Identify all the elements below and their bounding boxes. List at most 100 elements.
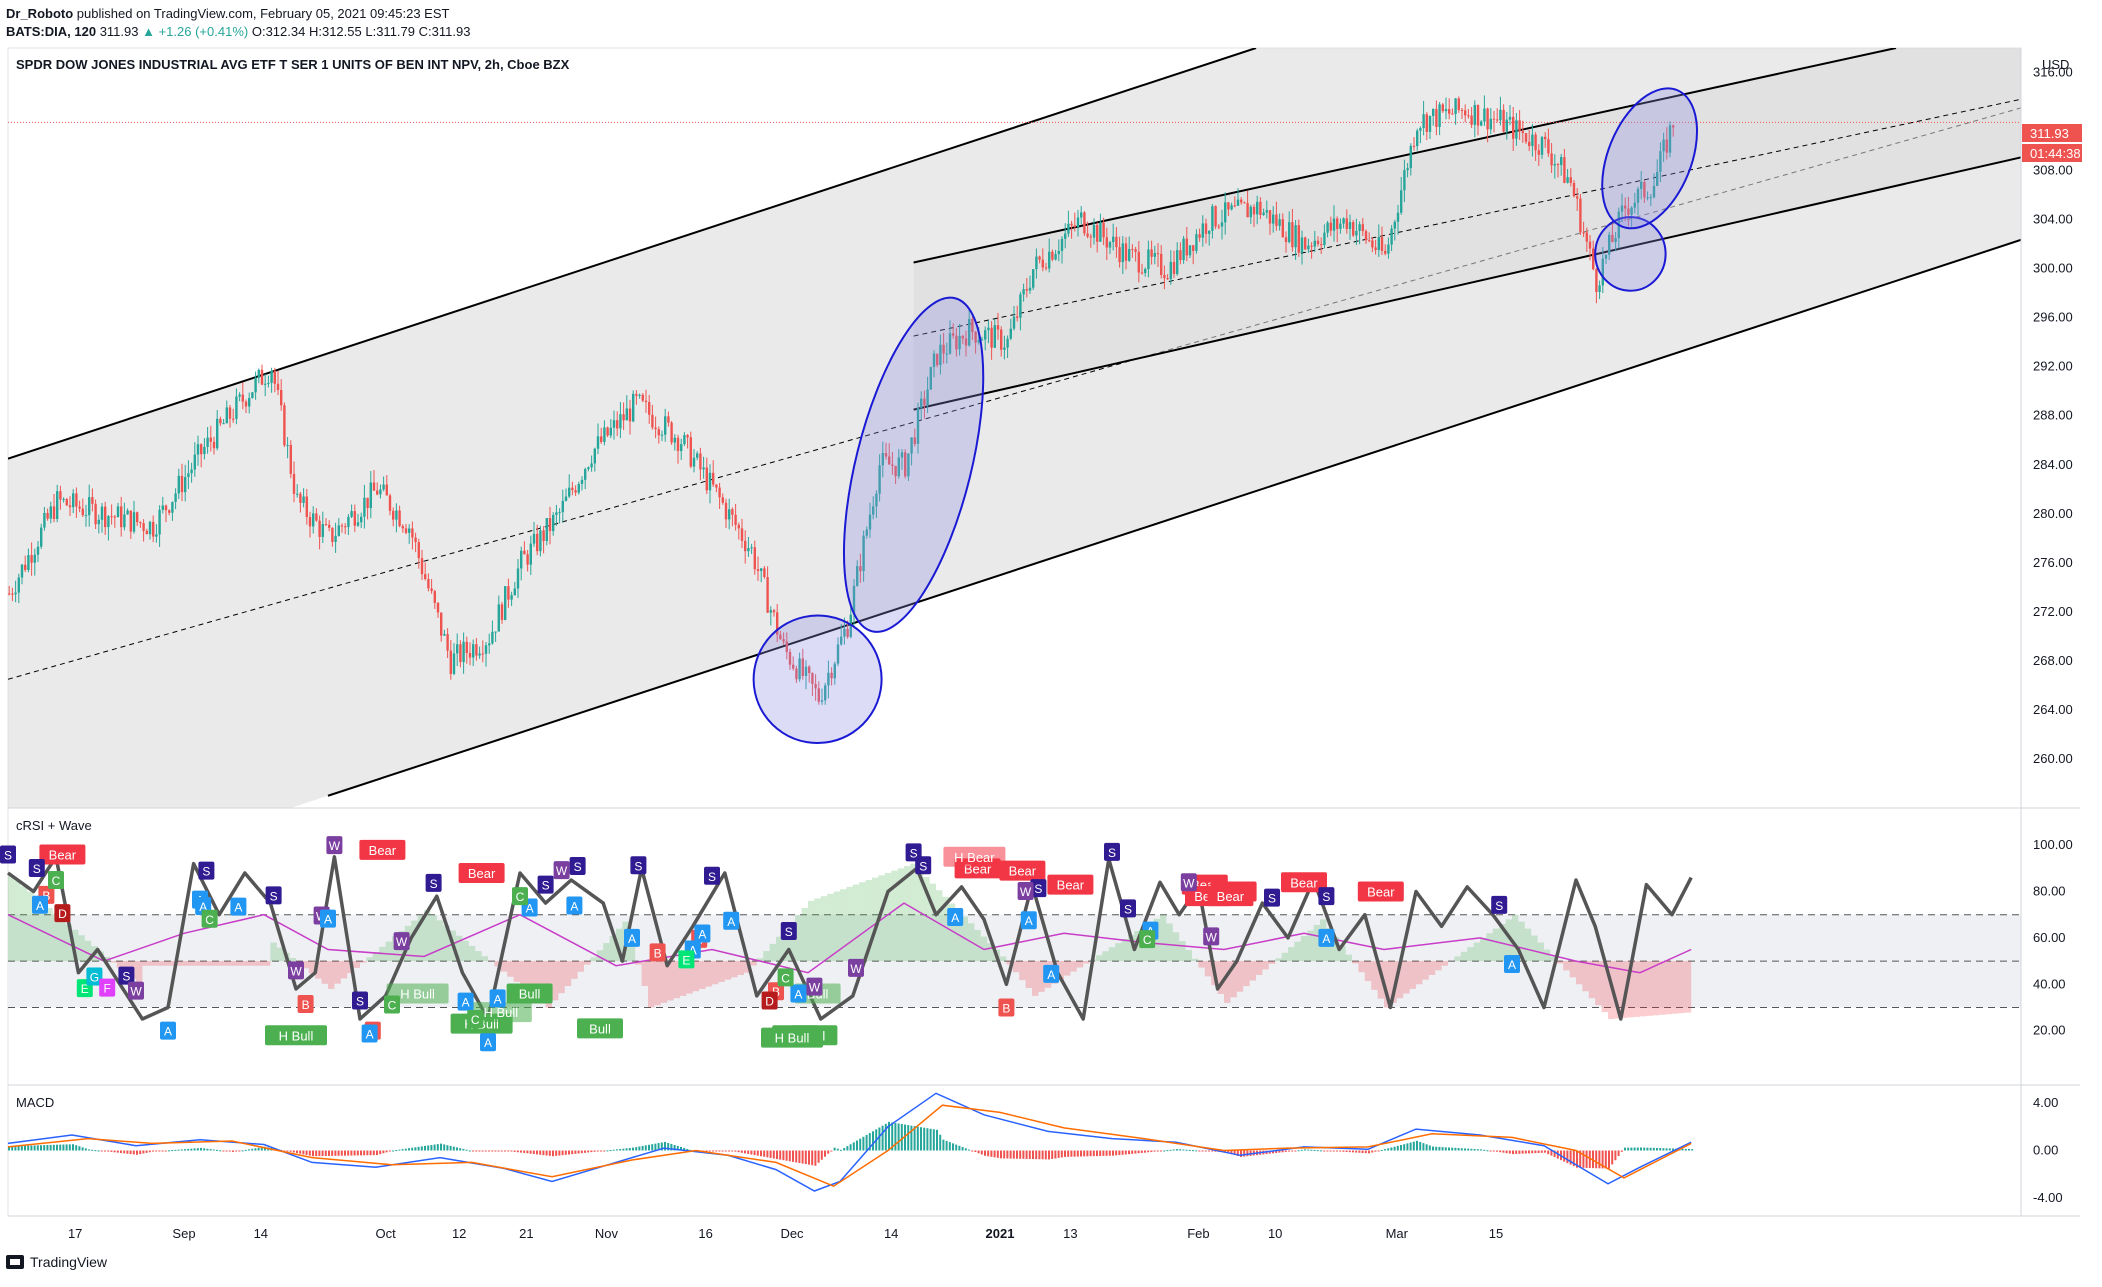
candle-body[interactable] bbox=[1342, 218, 1345, 224]
signal-marker-a[interactable]: A bbox=[566, 896, 583, 915]
candle-body[interactable] bbox=[1502, 109, 1505, 132]
candle-body[interactable] bbox=[1080, 212, 1083, 218]
candle-body[interactable] bbox=[1515, 120, 1518, 139]
candle-body[interactable] bbox=[52, 506, 56, 520]
candle-body[interactable] bbox=[1217, 226, 1220, 228]
candle-body[interactable] bbox=[1000, 329, 1003, 350]
candle-body[interactable] bbox=[1422, 114, 1425, 129]
candle-body[interactable] bbox=[1467, 115, 1470, 117]
candle-body[interactable] bbox=[584, 469, 587, 480]
signal-marker-s[interactable]: S bbox=[28, 859, 45, 878]
candle-body[interactable] bbox=[1057, 250, 1060, 255]
candle-body[interactable] bbox=[1227, 202, 1230, 210]
outer-channel-lower[interactable] bbox=[327, 171, 2102, 797]
candle-body[interactable] bbox=[1313, 240, 1316, 247]
signal-marker-a[interactable]: A bbox=[947, 908, 964, 927]
candle-body[interactable] bbox=[1064, 233, 1067, 239]
candle-body[interactable] bbox=[760, 568, 763, 572]
candle-body[interactable] bbox=[1614, 238, 1617, 242]
signal-marker-a[interactable]: A bbox=[230, 897, 247, 916]
candle-body[interactable] bbox=[536, 533, 539, 552]
candle-body[interactable] bbox=[468, 653, 472, 658]
candle-body[interactable] bbox=[1531, 134, 1534, 147]
candle-body[interactable] bbox=[1336, 218, 1339, 229]
candle-body[interactable] bbox=[382, 484, 385, 490]
candle-body[interactable] bbox=[1332, 218, 1336, 231]
candle-body[interactable] bbox=[1508, 116, 1512, 120]
candle-body[interactable] bbox=[257, 369, 260, 378]
candle-body[interactable] bbox=[715, 484, 718, 488]
candle-body[interactable] bbox=[46, 512, 49, 519]
candle-body[interactable] bbox=[1579, 198, 1582, 233]
candle-body[interactable] bbox=[545, 518, 548, 541]
signal-marker-c[interactable]: C bbox=[201, 909, 218, 928]
candle-body[interactable] bbox=[398, 510, 401, 527]
candle-body[interactable] bbox=[1457, 98, 1460, 110]
candle-body[interactable] bbox=[97, 519, 100, 525]
candle-body[interactable] bbox=[1099, 222, 1102, 242]
candle-body[interactable] bbox=[702, 467, 705, 470]
signal-marker-b[interactable]: B bbox=[998, 998, 1015, 1017]
candle-body[interactable] bbox=[708, 472, 712, 491]
signal-marker-s[interactable]: S bbox=[1120, 899, 1136, 918]
candle-body[interactable] bbox=[1262, 212, 1265, 216]
candle-body[interactable] bbox=[1035, 256, 1038, 270]
candle-body[interactable] bbox=[974, 331, 977, 343]
candle-body[interactable] bbox=[564, 496, 568, 501]
author-name[interactable]: Dr_Roboto bbox=[6, 6, 74, 21]
candle-body[interactable] bbox=[494, 631, 497, 633]
candle-body[interactable] bbox=[904, 452, 907, 477]
candle-body[interactable] bbox=[171, 501, 174, 513]
candle-body[interactable] bbox=[129, 510, 132, 532]
candle-body[interactable] bbox=[1595, 269, 1598, 292]
signal-marker-c[interactable]: C bbox=[512, 887, 528, 906]
signal-marker-s[interactable]: S bbox=[704, 866, 720, 885]
candle-body[interactable] bbox=[334, 535, 337, 542]
candle-body[interactable] bbox=[1249, 206, 1252, 218]
candle-body[interactable] bbox=[1307, 245, 1310, 250]
candle-body[interactable] bbox=[414, 537, 417, 543]
signal-marker-s[interactable]: S bbox=[352, 991, 368, 1010]
candle-body[interactable] bbox=[1393, 221, 1396, 229]
signal-marker-s[interactable]: S bbox=[780, 921, 797, 940]
candle-body[interactable] bbox=[1492, 118, 1496, 120]
candle-body[interactable] bbox=[606, 427, 609, 436]
candle-body[interactable] bbox=[644, 400, 648, 403]
price-axis[interactable]: 316.00308.00304.00300.00296.00292.00288.… bbox=[2033, 65, 2073, 1206]
candle-body[interactable] bbox=[446, 634, 449, 651]
candle-body[interactable] bbox=[1169, 261, 1172, 280]
candle-body[interactable] bbox=[305, 496, 308, 518]
candle-body[interactable] bbox=[1028, 287, 1032, 291]
candle-body[interactable] bbox=[388, 495, 392, 511]
candle-body[interactable] bbox=[1288, 222, 1291, 243]
candle-body[interactable] bbox=[593, 448, 596, 464]
candle-body[interactable] bbox=[164, 505, 168, 511]
candle-body[interactable] bbox=[78, 506, 81, 509]
candle-body[interactable] bbox=[1521, 131, 1524, 134]
candle-body[interactable] bbox=[619, 414, 622, 429]
candle-body[interactable] bbox=[830, 672, 833, 679]
candle-body[interactable] bbox=[852, 585, 856, 615]
candle-body[interactable] bbox=[440, 612, 443, 636]
candle-body[interactable] bbox=[1374, 247, 1377, 251]
candle-body[interactable] bbox=[56, 491, 59, 520]
candle-body[interactable] bbox=[363, 497, 366, 517]
candle-body[interactable] bbox=[513, 588, 516, 596]
candle-body[interactable] bbox=[100, 506, 104, 520]
candle-body[interactable] bbox=[980, 339, 984, 341]
candle-body[interactable] bbox=[497, 604, 500, 632]
candle-body[interactable] bbox=[1131, 248, 1134, 250]
candle-body[interactable] bbox=[1220, 222, 1224, 227]
candle-body[interactable] bbox=[587, 467, 590, 470]
candle-body[interactable] bbox=[1649, 197, 1652, 199]
signal-marker-w[interactable]: W bbox=[553, 861, 570, 880]
candle-body[interactable] bbox=[728, 509, 731, 520]
candle-body[interactable] bbox=[1569, 177, 1572, 183]
signal-marker-a[interactable]: A bbox=[1020, 911, 1037, 930]
candle-body[interactable] bbox=[68, 505, 72, 508]
candle-body[interactable] bbox=[673, 437, 676, 443]
candle-body[interactable] bbox=[212, 441, 216, 449]
candle-body[interactable] bbox=[148, 521, 152, 535]
candle-body[interactable] bbox=[1144, 269, 1147, 273]
candle-body[interactable] bbox=[1038, 256, 1041, 260]
